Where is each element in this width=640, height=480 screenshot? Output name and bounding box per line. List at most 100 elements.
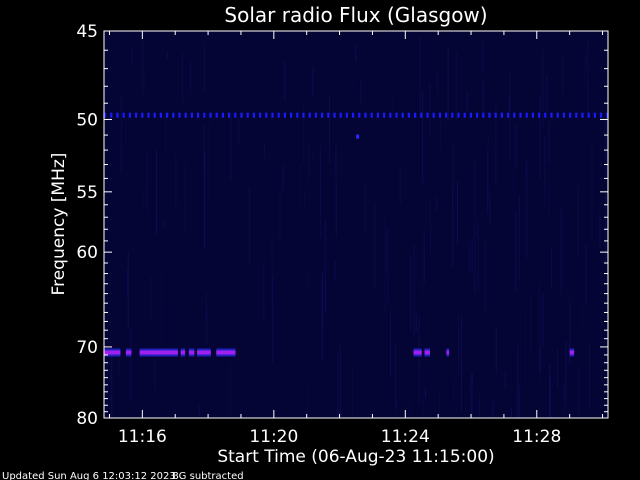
- band-50mhz-dash: [352, 112, 355, 118]
- band-50mhz-dash: [463, 112, 466, 118]
- y-tick-label: 80: [76, 409, 98, 429]
- band-50mhz-dash: [476, 112, 479, 118]
- noise-streak: [391, 93, 393, 121]
- noise-streak: [474, 160, 476, 234]
- noise-streak: [511, 408, 512, 418]
- noise-streak: [272, 276, 274, 363]
- noise-streak: [452, 141, 454, 214]
- noise-streak: [455, 51, 457, 122]
- noise-streak: [474, 230, 476, 294]
- band-50mhz-dash: [488, 112, 491, 118]
- noise-streak: [425, 387, 426, 398]
- noise-streak: [585, 243, 587, 304]
- band-50mhz-dash: [246, 112, 249, 118]
- noise-streak: [104, 82, 106, 126]
- noise-streak: [591, 143, 593, 241]
- band-50mhz-dash: [116, 112, 119, 118]
- noise-streak: [418, 315, 420, 405]
- noise-streak: [577, 184, 579, 257]
- band-70mhz-segment: [446, 350, 450, 355]
- noise-streak: [589, 341, 591, 409]
- band-50mhz-dash: [128, 112, 131, 118]
- band-70mhz-segment: [413, 350, 422, 355]
- noise-streak: [306, 382, 308, 418]
- band-50mhz-dash: [606, 112, 609, 118]
- band-50mhz-dash: [507, 112, 510, 118]
- band-50mhz-dash: [569, 112, 572, 118]
- band-50mhz-dash: [221, 112, 224, 118]
- noise-streak: [321, 272, 323, 361]
- band-50mhz-dash: [234, 112, 237, 118]
- noise-streak: [335, 180, 337, 237]
- noise-streak: [339, 343, 341, 418]
- band-50mhz-dash: [277, 112, 280, 118]
- band-50mhz-dash: [321, 112, 324, 118]
- noise-streak: [479, 394, 481, 418]
- band-50mhz-dash: [531, 112, 534, 118]
- noise-streak: [525, 304, 526, 385]
- noise-streak: [495, 326, 497, 374]
- band-50mhz-dash: [259, 112, 262, 118]
- noise-texture-layer: [104, 31, 608, 418]
- noise-streak: [565, 340, 567, 406]
- noise-streak: [509, 71, 511, 163]
- noise-streak: [468, 242, 470, 273]
- noise-streak: [142, 31, 144, 96]
- noise-streak: [150, 276, 152, 321]
- noise-streak: [495, 102, 497, 184]
- band-50mhz-dash: [562, 112, 565, 118]
- band-50mhz-dash: [283, 112, 286, 118]
- footer-updated-text: Updated Sun Aug 6 12:03:12 2023: [2, 471, 176, 480]
- band-50mhz-dash: [538, 112, 541, 118]
- noise-streak: [439, 116, 441, 150]
- band-50mhz-dash: [110, 112, 113, 118]
- band-50mhz-dash: [482, 112, 485, 118]
- noise-streak: [471, 237, 473, 275]
- plot-background: [104, 31, 608, 418]
- y-tick-label: 50: [76, 110, 98, 130]
- noise-streak: [163, 220, 165, 229]
- band-50mhz-dash: [376, 112, 379, 118]
- y-tick-label: 45: [76, 22, 98, 42]
- chart-title: Solar radio Flux (Glasgow): [224, 3, 487, 27]
- band-50mhz-dash: [525, 112, 528, 118]
- band-50mhz-dash: [178, 112, 181, 118]
- noise-streak: [387, 227, 388, 304]
- noise-streak: [468, 378, 470, 390]
- noise-streak: [203, 124, 205, 173]
- noise-streak: [515, 124, 517, 167]
- band-50mhz-dash: [420, 112, 423, 118]
- band-50mhz-dash: [197, 112, 200, 118]
- x-tick-label: 11:16: [118, 427, 167, 447]
- noise-streak: [538, 283, 540, 380]
- noise-streak: [413, 244, 415, 337]
- noise-streak: [130, 328, 132, 400]
- noise-streak: [422, 368, 424, 418]
- noise-streak: [144, 72, 146, 89]
- noise-streak: [184, 164, 186, 235]
- band-70mhz-segment: [569, 350, 575, 355]
- noise-streak: [526, 161, 528, 259]
- noise-streak: [324, 219, 326, 314]
- noise-streak: [238, 117, 240, 144]
- band-50mhz-dash: [209, 112, 212, 118]
- noise-streak: [452, 188, 454, 268]
- band-50mhz-dash: [327, 112, 330, 118]
- band-50mhz-dash: [265, 112, 268, 118]
- noise-streak: [131, 48, 133, 65]
- noise-streak: [604, 110, 606, 177]
- band-50mhz-dash: [457, 112, 460, 118]
- noise-streak: [447, 48, 449, 121]
- band-50mhz-dash: [215, 112, 218, 118]
- noise-streak: [337, 353, 339, 418]
- noise-streak: [397, 399, 399, 418]
- band-50mhz-dash: [314, 112, 317, 118]
- noise-streak: [437, 70, 438, 94]
- noise-streak: [364, 179, 366, 233]
- noise-streak: [146, 149, 148, 213]
- band-50mhz-dash: [184, 112, 187, 118]
- noise-streak: [551, 247, 552, 287]
- noise-streak: [353, 78, 355, 93]
- band-50mhz-dash: [296, 112, 299, 118]
- noise-streak: [156, 150, 157, 236]
